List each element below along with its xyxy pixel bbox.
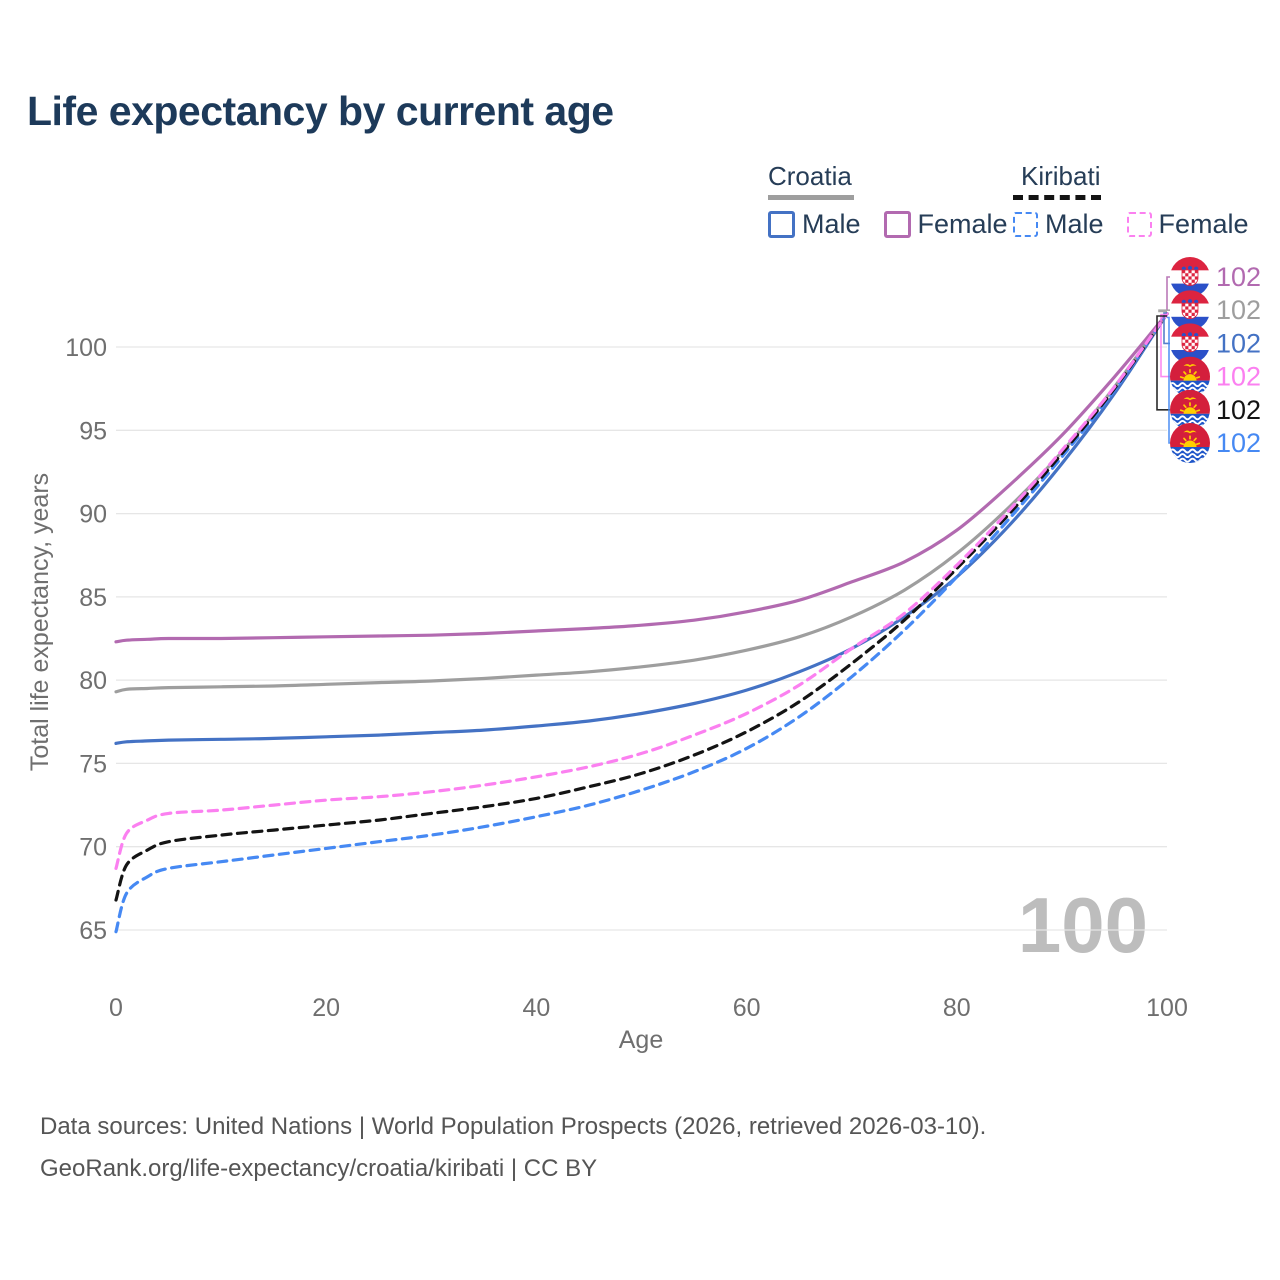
end-value-label-kiribati-both-sexes: 102: [1216, 395, 1261, 425]
y-axis-title: Total life expectancy, years: [26, 473, 54, 771]
legend-item-kiribati-female[interactable]: Female: [1126, 209, 1249, 240]
y-tick-label: 70: [79, 834, 107, 862]
checkbox-icon[interactable]: [1126, 212, 1152, 237]
legend-item-kiribati-male[interactable]: Male: [1013, 209, 1104, 240]
checkbox-icon[interactable]: [883, 211, 911, 238]
leader-line-croatia-female: [1166, 276, 1170, 310]
legend-item-label: Female: [1158, 209, 1249, 239]
leader-line-croatia-both-sexes: [1158, 309, 1170, 313]
x-tick-label: 100: [1146, 994, 1188, 1022]
series-line-kiribati-both-sexes: [114, 312, 1169, 902]
legend-items-kiribati: Male Female: [1013, 209, 1249, 240]
series-line-croatia-both-sexes: [114, 312, 1169, 694]
x-axis-title: Age: [619, 1026, 663, 1054]
end-value-label-croatia-both-sexes: 102: [1216, 295, 1261, 325]
y-tick-label: 80: [79, 667, 107, 695]
data-sources-note: Data sources: United Nations | World Pop…: [40, 1113, 987, 1140]
legend-group-kiribati: Kiribati Male Female: [1013, 161, 1249, 240]
y-tick-label: 90: [79, 501, 107, 529]
y-tick-label: 65: [79, 917, 107, 945]
x-tick-label: 0: [109, 994, 123, 1022]
legend-items-croatia: Male Female: [768, 209, 1008, 240]
legend-group-title-kiribati[interactable]: Kiribati: [1021, 161, 1101, 191]
legend-item-croatia-female[interactable]: Female: [883, 209, 1008, 240]
attribution-note: GeoRank.org/life-expectancy/croatia/kiri…: [40, 1155, 598, 1182]
gridlines: [116, 346, 1167, 931]
series-line-croatia-female: [114, 312, 1169, 644]
leader-line-kiribati-both-sexes: [1156, 315, 1170, 411]
leader-lines: [1156, 276, 1170, 444]
legend-item-croatia-male[interactable]: Male: [768, 209, 861, 240]
series-lines: [114, 312, 1169, 934]
flag-icons: [1170, 257, 1210, 463]
legend-group-croatia: Croatia Male Female: [768, 161, 1008, 240]
y-tick-label: 85: [79, 584, 107, 612]
series-line-croatia-male: [114, 312, 1169, 745]
age-counter-watermark: 100: [1018, 881, 1148, 969]
x-tick-label: 80: [943, 994, 971, 1022]
end-value-label-kiribati-female: 102: [1216, 362, 1261, 392]
series-line-kiribati-female: [114, 312, 1169, 870]
footer: Data sources: United Nations | World Pop…: [40, 1106, 986, 1190]
x-tick-label: 20: [312, 994, 340, 1022]
x-axis-ticks: 0 20 40 60 80 100: [109, 994, 1188, 1022]
leader-line-kiribati-male: [1167, 316, 1170, 444]
y-axis-ticks: 65 70 75 80 85 90 95 100: [65, 334, 107, 945]
page-title: Life expectancy by current age: [27, 88, 614, 134]
checkbox-icon[interactable]: [1013, 212, 1038, 237]
solid-line-style-icon: [768, 195, 854, 200]
end-value-label-kiribati-male: 102: [1216, 428, 1261, 458]
series-line-kiribati-male: [114, 312, 1169, 934]
dashed-line-style-icon: [1013, 195, 1101, 200]
checkbox-icon[interactable]: [768, 211, 795, 238]
legend-item-label: Male: [802, 209, 861, 239]
end-value-label-croatia-female: 102: [1216, 262, 1261, 292]
x-tick-label: 40: [522, 994, 550, 1022]
legend-item-label: Male: [1045, 209, 1104, 239]
leader-line-kiribati-female: [1160, 313, 1170, 378]
leader-line-croatia-male: [1163, 312, 1170, 345]
kiribati-flag-icon: [1170, 423, 1210, 463]
legend-item-label: Female: [917, 209, 1008, 239]
x-tick-label: 60: [733, 994, 761, 1022]
y-tick-label: 100: [65, 334, 107, 362]
end-value-label-croatia-male: 102: [1216, 328, 1261, 358]
y-tick-label: 75: [79, 750, 107, 778]
y-tick-label: 95: [79, 417, 107, 445]
legend-group-title-croatia[interactable]: Croatia: [768, 161, 852, 191]
